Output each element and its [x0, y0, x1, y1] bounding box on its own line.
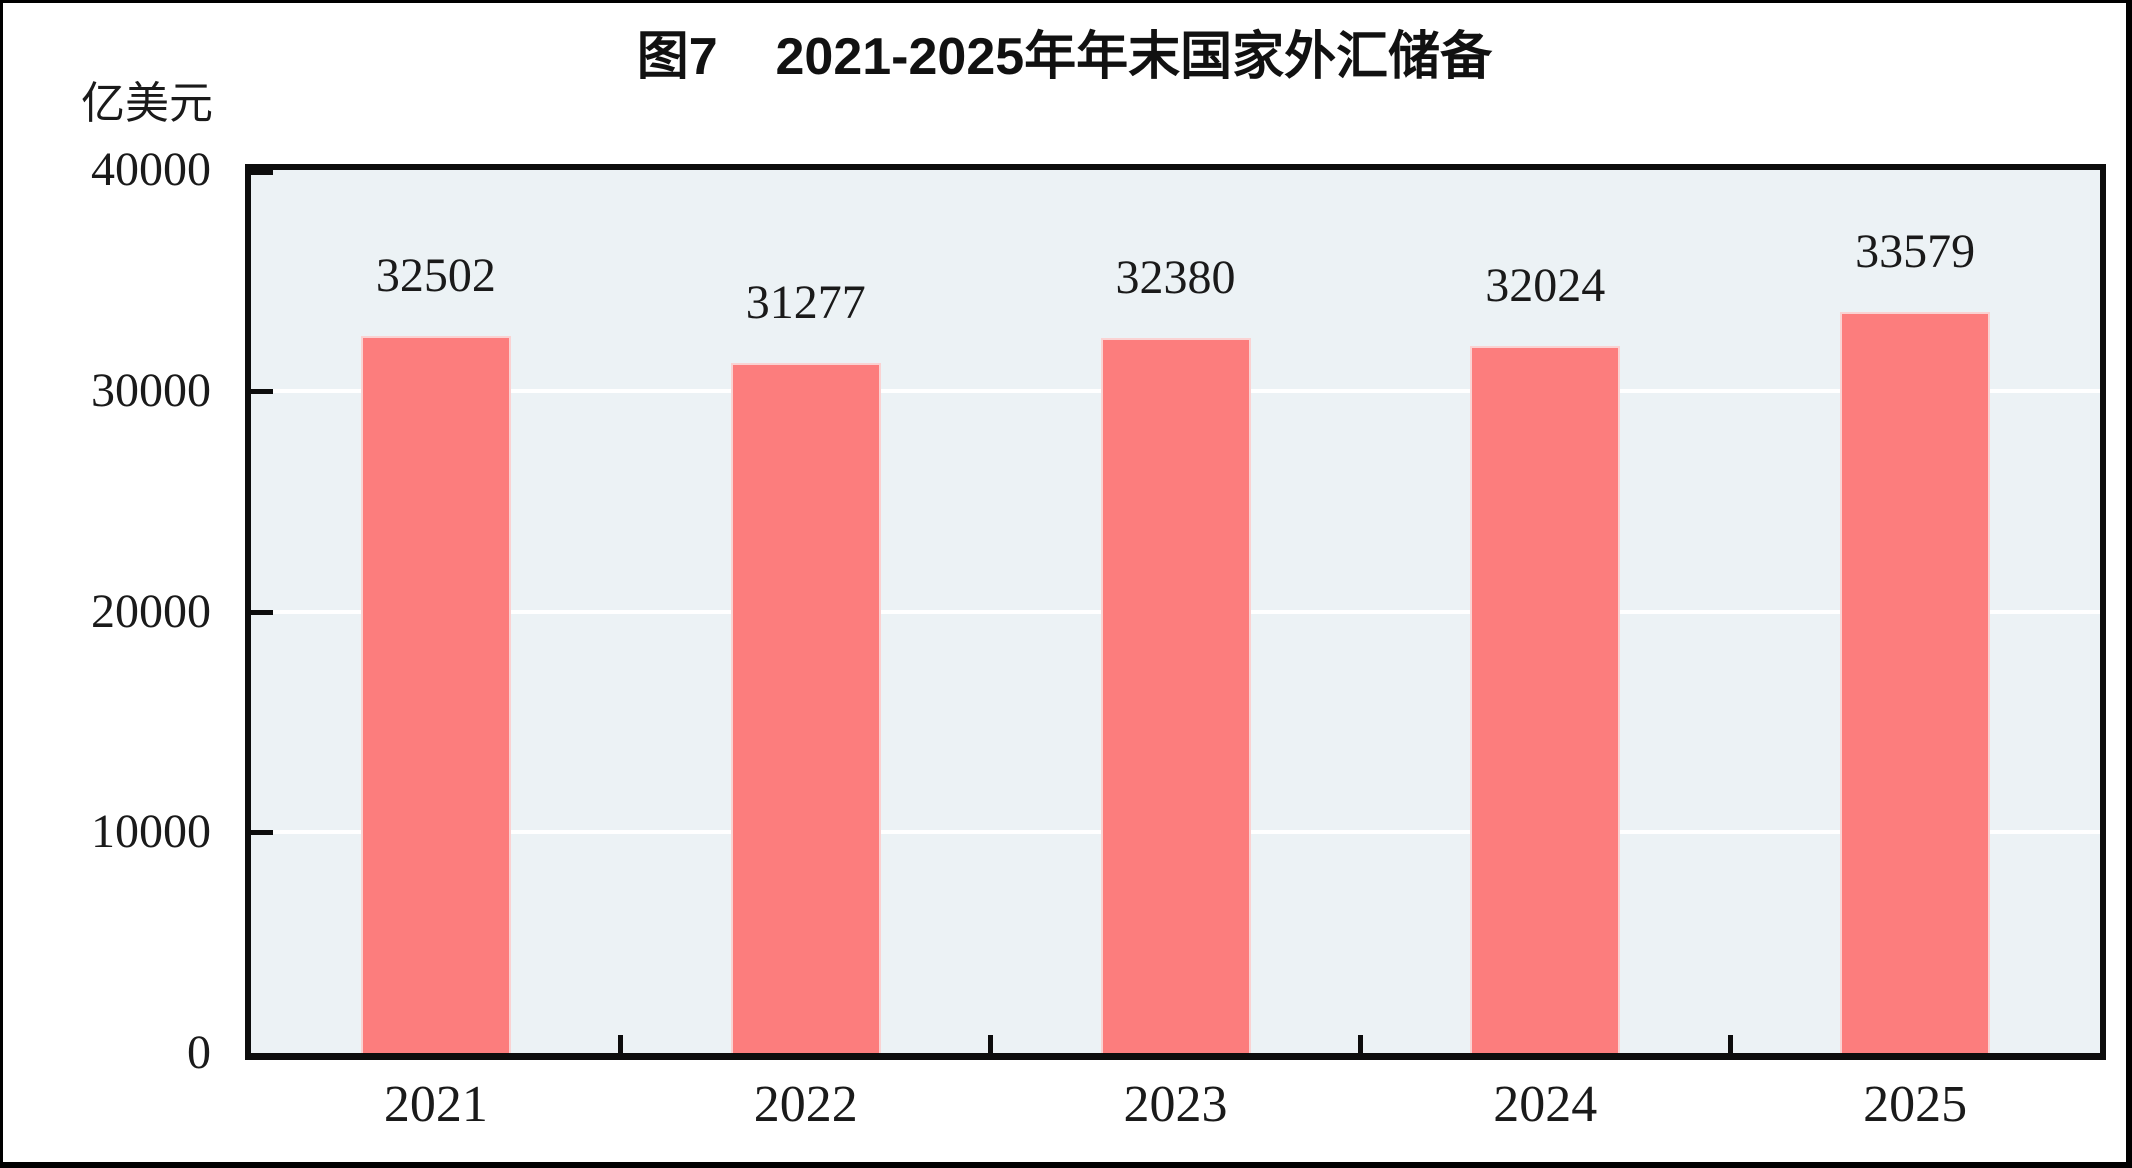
bar-value-label-2023: 32380: [1115, 251, 1236, 305]
y-tick-mark-20000: [251, 609, 273, 615]
chart-title: 图7 2021-2025年年末国家外汇储备: [636, 28, 1493, 86]
x-tick-label-2023: 2023: [1123, 1076, 1228, 1133]
bar-2025: [1840, 311, 1991, 1053]
y-tick-label-20000: 20000: [91, 584, 211, 638]
x-tick-mark-2: [988, 1035, 994, 1053]
x-tick-label-2025: 2025: [1863, 1076, 1968, 1133]
bar-value-label-2022: 31277: [745, 275, 866, 329]
y-axis-unit-label: 亿美元: [81, 79, 213, 128]
x-tick-mark-1: [618, 1035, 624, 1053]
y-tick-mark-10000: [251, 830, 273, 836]
x-tick-label-2021: 2021: [383, 1076, 488, 1133]
bar-2023: [1100, 338, 1251, 1053]
bar-2024: [1470, 346, 1621, 1053]
y-tick-label-40000: 40000: [91, 143, 211, 196]
y-tick-mark-30000: [251, 388, 273, 394]
bar-value-label-2025: 33579: [1855, 224, 1976, 278]
bar-value-label-2021: 32502: [375, 248, 496, 302]
y-tick-label-10000: 10000: [91, 805, 211, 859]
y-tick-label-30000: 30000: [91, 363, 211, 417]
x-tick-mark-4: [1727, 1035, 1733, 1053]
bar-2021: [360, 335, 511, 1053]
bar-2022: [730, 362, 881, 1053]
plot-area: 32502 31277 32380 32024 33579: [245, 164, 2106, 1060]
y-tick-label-0: 0: [187, 1026, 211, 1079]
x-tick-label-2024: 2024: [1493, 1076, 1598, 1133]
x-tick-label-2022: 2022: [753, 1076, 858, 1133]
y-tick-mark-40000: [251, 170, 273, 175]
bar-value-label-2024: 32024: [1485, 259, 1606, 313]
x-tick-mark-3: [1357, 1035, 1363, 1053]
